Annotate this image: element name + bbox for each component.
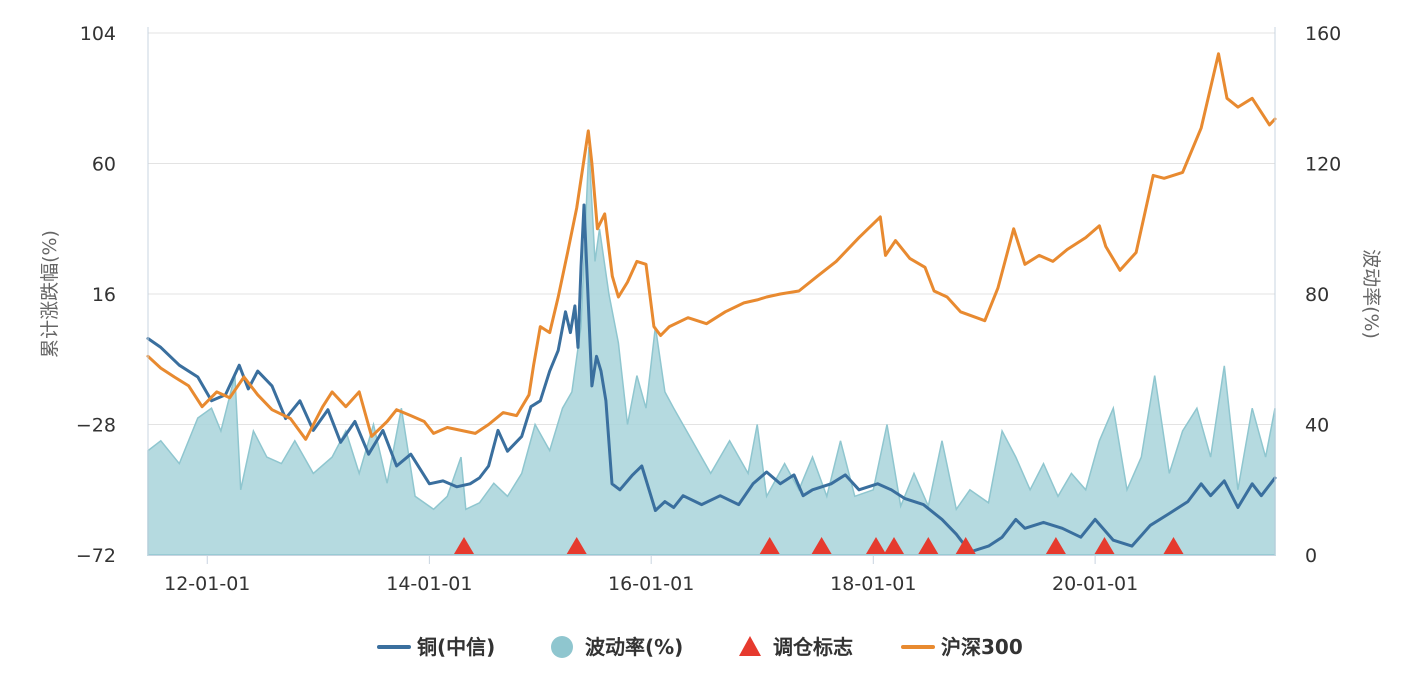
- rebalance-marker: [566, 537, 587, 554]
- rebalance-marker: [1094, 537, 1115, 554]
- x-tick-label: 12-01-01: [164, 573, 250, 595]
- y-right-tick-label: 0: [1305, 545, 1317, 567]
- y-left-axis-title: 累计涨跌幅(%): [39, 230, 61, 358]
- legend-label: 沪深300: [941, 635, 1023, 659]
- legend-item-3[interactable]: 沪深300: [901, 635, 1023, 659]
- rebalance-marker: [955, 537, 976, 554]
- x-tick-label: 16-01-01: [608, 573, 694, 595]
- y-left-tick-label: −72: [76, 545, 116, 567]
- legend-item-0[interactable]: 铜(中信): [377, 635, 495, 659]
- y-right-tick-label: 40: [1305, 415, 1329, 437]
- legend-label: 铜(中信): [417, 635, 495, 659]
- legend-item-1[interactable]: 波动率(%): [551, 635, 683, 659]
- line-series-3: [146, 52, 1277, 441]
- volatility-area-layer: [147, 147, 1276, 556]
- y-left-tick-label: 60: [92, 154, 116, 176]
- legend-label: 波动率(%): [585, 635, 683, 659]
- line-series-0: [146, 203, 1277, 554]
- rebalance-marker-layer: [454, 537, 1184, 554]
- y-left-tick-label: −28: [76, 415, 116, 437]
- y-left-tick-label: 104: [80, 23, 116, 45]
- rebalance-marker: [1045, 537, 1066, 554]
- y-right-tick-label: 80: [1305, 284, 1329, 306]
- legend-item-2[interactable]: 调仓标志: [739, 635, 853, 659]
- axis-layer: −72 −28 16 60 104 0 40 80 120 160 12-01-01 14-01-01…: [39, 23, 1382, 595]
- x-tick-label: 18-01-01: [830, 573, 916, 595]
- y-right-tick-label: 120: [1305, 154, 1341, 176]
- legend-swatch-circle: [551, 636, 573, 658]
- rebalance-marker: [866, 537, 886, 554]
- legend-label: 调仓标志: [773, 635, 853, 659]
- x-tick-label: 20-01-01: [1052, 573, 1138, 595]
- line-layer: [146, 52, 1277, 554]
- y-left-tick-label: 16: [92, 284, 116, 306]
- rebalance-marker: [918, 537, 939, 554]
- y-right-axis-title: 波动率(%): [1360, 249, 1382, 339]
- rebalance-marker: [759, 537, 780, 554]
- rebalance-marker: [811, 537, 832, 554]
- legend-swatch-triangle: [739, 636, 761, 656]
- rebalance-marker: [884, 537, 904, 554]
- volatility-area: [147, 147, 1276, 556]
- rebalance-marker: [454, 537, 474, 554]
- legend[interactable]: 铜(中信) 波动率(%) 调仓标志 沪深300: [377, 635, 1023, 659]
- x-tick-label: 14-01-01: [386, 573, 472, 595]
- y-right-tick-label: 160: [1305, 23, 1341, 45]
- rebalance-marker: [1163, 537, 1184, 554]
